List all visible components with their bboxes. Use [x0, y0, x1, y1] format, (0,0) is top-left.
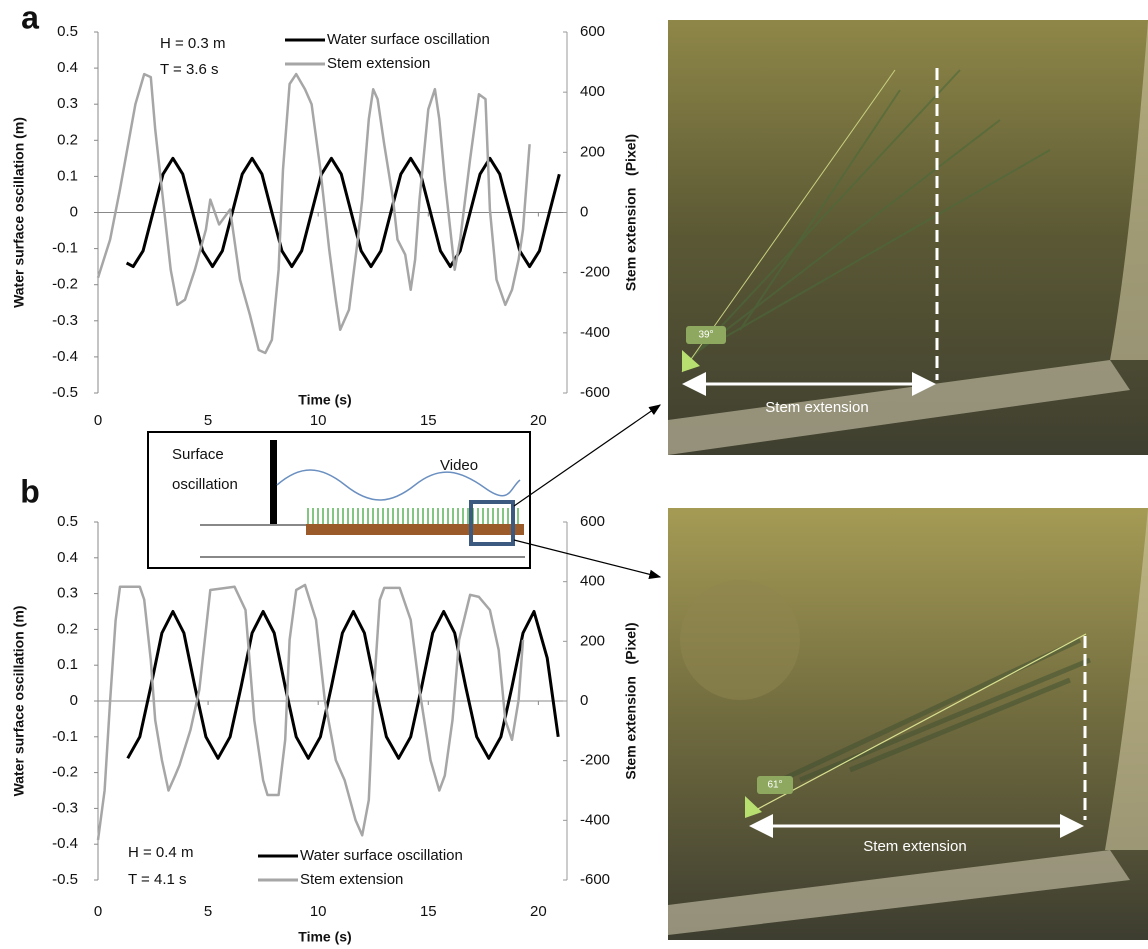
y-tick-label: -0.1 — [52, 728, 78, 745]
video-window — [469, 500, 515, 546]
y2-tick-label: 0 — [580, 203, 588, 220]
x-tick-label: 5 — [204, 903, 212, 920]
y-tick-label: -0.4 — [52, 835, 78, 852]
y2-tick-label: 200 — [580, 143, 605, 160]
angle-line — [681, 69, 896, 373]
y-tick-label: 0.2 — [57, 620, 78, 637]
y-tick-label: 0.1 — [57, 167, 78, 184]
y-tick-label: -0.5 — [52, 871, 78, 888]
y-tick-label: -0.3 — [52, 312, 78, 329]
y-tick-label: -0.2 — [52, 276, 78, 293]
wave-gauge — [270, 440, 277, 526]
x-axis-label: Time (s) — [298, 929, 351, 945]
y2-tick-label: 0 — [580, 692, 588, 709]
x-tick-label: 10 — [310, 412, 327, 429]
angle-marker — [745, 796, 762, 818]
y2-tick-label: 200 — [580, 632, 605, 649]
y-tick-label: 0.2 — [57, 131, 78, 148]
x-tick-label: 10 — [310, 903, 327, 920]
photo: 39° Stem extension — [668, 20, 1148, 455]
y-tick-label: 0 — [70, 203, 78, 220]
x-tick-label: 15 — [420, 903, 437, 920]
arrow — [513, 539, 662, 579]
schematic-label: Surface — [172, 446, 224, 463]
y-tick-label: -0.4 — [52, 348, 78, 365]
annotation: H = 0.3 m — [160, 35, 225, 52]
y2-tick-label: -400 — [580, 811, 610, 828]
y2-tick-label: 400 — [580, 83, 605, 100]
y-tick-label: -0.3 — [52, 799, 78, 816]
y2-tick-label: 400 — [580, 573, 605, 590]
y2-axis-label: Stem extension (Pixel) — [623, 622, 639, 779]
y2-tick-label: -600 — [580, 384, 610, 401]
schematic-label: oscillation — [172, 476, 238, 493]
y-tick-label: 0.3 — [57, 585, 78, 602]
ruler — [1105, 508, 1148, 850]
wave — [276, 469, 521, 501]
angle-marker — [682, 350, 700, 372]
x-tick-label: 20 — [530, 412, 547, 429]
y-axis-label: Water surface oscillation (m) — [11, 117, 27, 308]
legend-label: Stem extension — [300, 871, 403, 888]
legend-label: Water surface oscillation — [300, 847, 463, 864]
angle-line — [751, 633, 1087, 813]
photo-label: Stem extension — [863, 838, 966, 855]
annotation: T = 4.1 s — [128, 871, 187, 888]
x-tick-label: 0 — [94, 412, 102, 429]
y2-tick-label: -200 — [580, 264, 610, 281]
schematic: Surface oscillation Video — [147, 404, 662, 579]
y-tick-label: -0.1 — [52, 240, 78, 257]
photo-label: Stem extension — [765, 399, 868, 416]
x-tick-label: 15 — [420, 412, 437, 429]
stems — [689, 69, 1051, 361]
annotation: T = 3.6 s — [160, 61, 219, 78]
charts: a -0.5 -0.4 -0.3 -0.2 -0.1 0 0.1 0.2 0.3 0.4 0.5 -60… — [11, 0, 639, 945]
x-tick-label: 20 — [530, 903, 547, 920]
shadow — [680, 580, 800, 700]
photo: 61° Stem extension — [668, 508, 1148, 940]
y-tick-label: 0.5 — [57, 513, 78, 530]
y-tick-label: 0.5 — [57, 23, 78, 40]
series-line — [96, 583, 525, 841]
y-axis-label: Water surface oscillation (m) — [11, 606, 27, 797]
y-tick-label: -0.5 — [52, 384, 78, 401]
angle-label: 61° — [767, 780, 782, 791]
series-line — [125, 156, 561, 269]
y2-tick-label: -600 — [580, 871, 610, 888]
y-tick-label: 0.4 — [57, 59, 78, 76]
panel-label: b — [20, 473, 40, 509]
x-axis-label: Time (s) — [298, 392, 351, 408]
y2-tick-label: 600 — [580, 513, 605, 530]
series-line — [126, 610, 560, 760]
arrow — [513, 404, 661, 507]
series-line — [96, 72, 531, 355]
y2-tick-label: -400 — [580, 324, 610, 341]
sediment — [306, 524, 524, 535]
ruler — [668, 360, 1130, 455]
y2-tick-label: 600 — [580, 23, 605, 40]
angle-box — [757, 776, 793, 794]
schematic-frame — [147, 431, 531, 569]
x-tick-label: 0 — [94, 903, 102, 920]
y2-tick-label: -200 — [580, 752, 610, 769]
y-tick-label: 0.1 — [57, 656, 78, 673]
y-tick-label: 0.3 — [57, 95, 78, 112]
legend-label: Water surface oscillation — [327, 31, 490, 48]
y-tick-label: 0.4 — [57, 549, 78, 566]
angle-box — [686, 326, 726, 344]
y-tick-label: -0.2 — [52, 764, 78, 781]
ruler — [668, 850, 1130, 935]
y2-axis-label: Stem extension (Pixel) — [623, 134, 639, 291]
angle-label: 39° — [698, 330, 713, 341]
schematic-label: Video — [440, 457, 478, 474]
annotation: H = 0.4 m — [128, 844, 193, 861]
x-tick-label: 5 — [204, 412, 212, 429]
panel-label: a — [21, 0, 39, 35]
y-tick-label: 0 — [70, 692, 78, 709]
ruler — [1110, 20, 1148, 360]
legend-label: Stem extension — [327, 55, 430, 72]
